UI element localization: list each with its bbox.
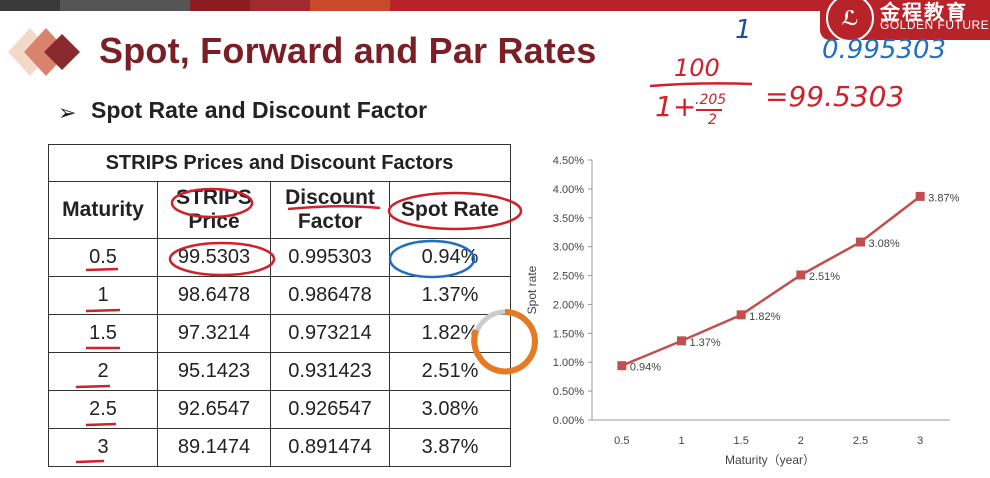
header-line: Price bbox=[188, 210, 240, 233]
x-tick-label: 3 bbox=[917, 435, 923, 447]
cell-discount: 0.931423 bbox=[270, 352, 390, 391]
table-row: 0.5 99.5303 0.995303 0.94% bbox=[48, 238, 511, 277]
y-axis: 0.00% 0.50% 1.00% 1.50% 2.00% 2.50% 3.00% 3.50%… bbox=[553, 155, 593, 427]
data-point bbox=[617, 361, 627, 371]
header-strips-price: STRIPS Price bbox=[157, 181, 271, 239]
cell-maturity: 1.5 bbox=[48, 314, 158, 353]
y-tick-label: 1.50% bbox=[553, 328, 584, 340]
y-tick-label: 0.50% bbox=[553, 386, 584, 398]
cell-price: 99.5303 bbox=[157, 238, 271, 277]
brand-logo: ℒ 金程教育 GOLDEN FUTURE bbox=[820, 0, 990, 42]
cell-discount: 0.891474 bbox=[270, 428, 390, 467]
hw-fraction-num: .205 bbox=[695, 92, 726, 108]
y-tick-label: 4.00% bbox=[553, 184, 584, 196]
cell-price: 98.6478 bbox=[157, 276, 271, 315]
logo-english-text: GOLDEN FUTURE bbox=[880, 18, 990, 32]
cell-price: 89.1474 bbox=[157, 428, 271, 467]
hw-denominator-prefix: 1+ bbox=[655, 90, 696, 123]
x-tick-label: 0.5 bbox=[614, 435, 629, 447]
top-strip bbox=[0, 0, 990, 11]
cell-spot: 1.37% bbox=[389, 276, 511, 315]
cell-maturity: 2 bbox=[48, 352, 158, 391]
table-row: 1 98.6478 0.986478 1.37% bbox=[48, 276, 511, 315]
x-tick-label: 2 bbox=[798, 435, 804, 447]
table-row: 2 95.1423 0.931423 2.51% bbox=[48, 352, 511, 391]
cell-spot: 3.08% bbox=[389, 390, 511, 429]
header-line: Discount bbox=[285, 186, 375, 209]
header-maturity: Maturity bbox=[48, 181, 158, 239]
cell-discount: 0.986478 bbox=[270, 276, 390, 315]
y-axis-label: Spot rate bbox=[525, 265, 539, 314]
hw-result: =99.5303 bbox=[765, 80, 904, 113]
table-caption: STRIPS Prices and Discount Factors bbox=[48, 144, 511, 182]
cell-discount: 0.926547 bbox=[270, 390, 390, 429]
cell-spot: 0.94% bbox=[389, 238, 511, 277]
cell-spot: 1.82% bbox=[389, 314, 511, 353]
header-line: STRIPS bbox=[176, 186, 252, 209]
table-row: 3 89.1474 0.891474 3.87% bbox=[48, 428, 511, 467]
cell-price: 95.1423 bbox=[157, 352, 271, 391]
header-spot-rate: Spot Rate bbox=[389, 181, 511, 239]
strips-table: STRIPS Prices and Discount Factors Matur… bbox=[48, 144, 511, 467]
cell-price: 97.3214 bbox=[157, 314, 271, 353]
data-points: 0.94% 1.37% 1.82% 2.51% 3.08% 3.87% bbox=[617, 191, 960, 374]
bullet-arrow-icon: ➢ bbox=[58, 100, 77, 125]
data-point bbox=[915, 191, 925, 201]
y-tick-label: 2.50% bbox=[553, 271, 584, 283]
cell-discount: 0.973214 bbox=[270, 314, 390, 353]
y-tick-label: 0.00% bbox=[553, 415, 584, 427]
hw-top: 1 bbox=[735, 15, 752, 45]
hw-fraction-den: 2 bbox=[708, 112, 717, 128]
data-label: 2.51% bbox=[809, 271, 840, 283]
x-tick-label: 1 bbox=[678, 435, 684, 447]
x-axis: 0.5 1 1.5 2 2.5 3 bbox=[592, 419, 950, 447]
data-label: 1.37% bbox=[690, 337, 721, 349]
cell-spot: 3.87% bbox=[389, 428, 511, 467]
header-line: Factor bbox=[297, 210, 363, 233]
y-tick-label: 2.00% bbox=[553, 299, 584, 311]
hw-fraction-bar bbox=[649, 82, 753, 88]
cell-spot: 2.51% bbox=[389, 352, 511, 391]
cell-maturity: 1 bbox=[48, 276, 158, 315]
cell-maturity: 2.5 bbox=[48, 390, 158, 429]
logo-chinese-text: 金程教育 bbox=[880, 0, 968, 24]
data-point bbox=[856, 237, 865, 247]
x-axis-label: Maturity（year） bbox=[725, 453, 815, 467]
slide-subtitle: Spot Rate and Discount Factor bbox=[91, 97, 428, 123]
y-tick-label: 1.00% bbox=[553, 357, 584, 369]
slide-title: Spot, Forward and Par Rates bbox=[99, 30, 597, 71]
data-point bbox=[796, 270, 806, 280]
logo-seal-icon: ℒ bbox=[826, 0, 874, 42]
diamond-decoration-icon bbox=[8, 28, 80, 76]
data-label: 3.08% bbox=[869, 238, 900, 250]
series-line bbox=[621, 195, 921, 367]
y-tick-label: 3.00% bbox=[553, 242, 584, 254]
y-tick-label: 3.50% bbox=[553, 213, 584, 225]
data-label: 1.82% bbox=[749, 311, 780, 323]
cell-price: 92.6547 bbox=[157, 390, 271, 429]
data-label: 0.94% bbox=[630, 362, 661, 374]
hw-numerator: 100 bbox=[674, 54, 720, 82]
data-label: 3.87% bbox=[928, 192, 959, 204]
table-row: 2.5 92.6547 0.926547 3.08% bbox=[48, 390, 511, 429]
data-point bbox=[677, 336, 686, 346]
x-tick-label: 1.5 bbox=[734, 435, 749, 447]
cell-discount: 0.995303 bbox=[270, 238, 390, 277]
cell-maturity: 0.5 bbox=[48, 238, 158, 277]
table-row: 1.5 97.3214 0.973214 1.82% bbox=[48, 314, 511, 353]
y-tick-label: 4.50% bbox=[553, 155, 584, 167]
data-point bbox=[736, 310, 746, 320]
spot-rate-chart: 0.00% 0.50% 1.00% 1.50% 2.00% 2.50% 3.00% 3.50%… bbox=[525, 155, 960, 467]
x-tick-label: 2.5 bbox=[853, 435, 868, 447]
cell-maturity: 3 bbox=[48, 428, 158, 467]
header-discount-factor: Discount Factor bbox=[270, 181, 390, 239]
